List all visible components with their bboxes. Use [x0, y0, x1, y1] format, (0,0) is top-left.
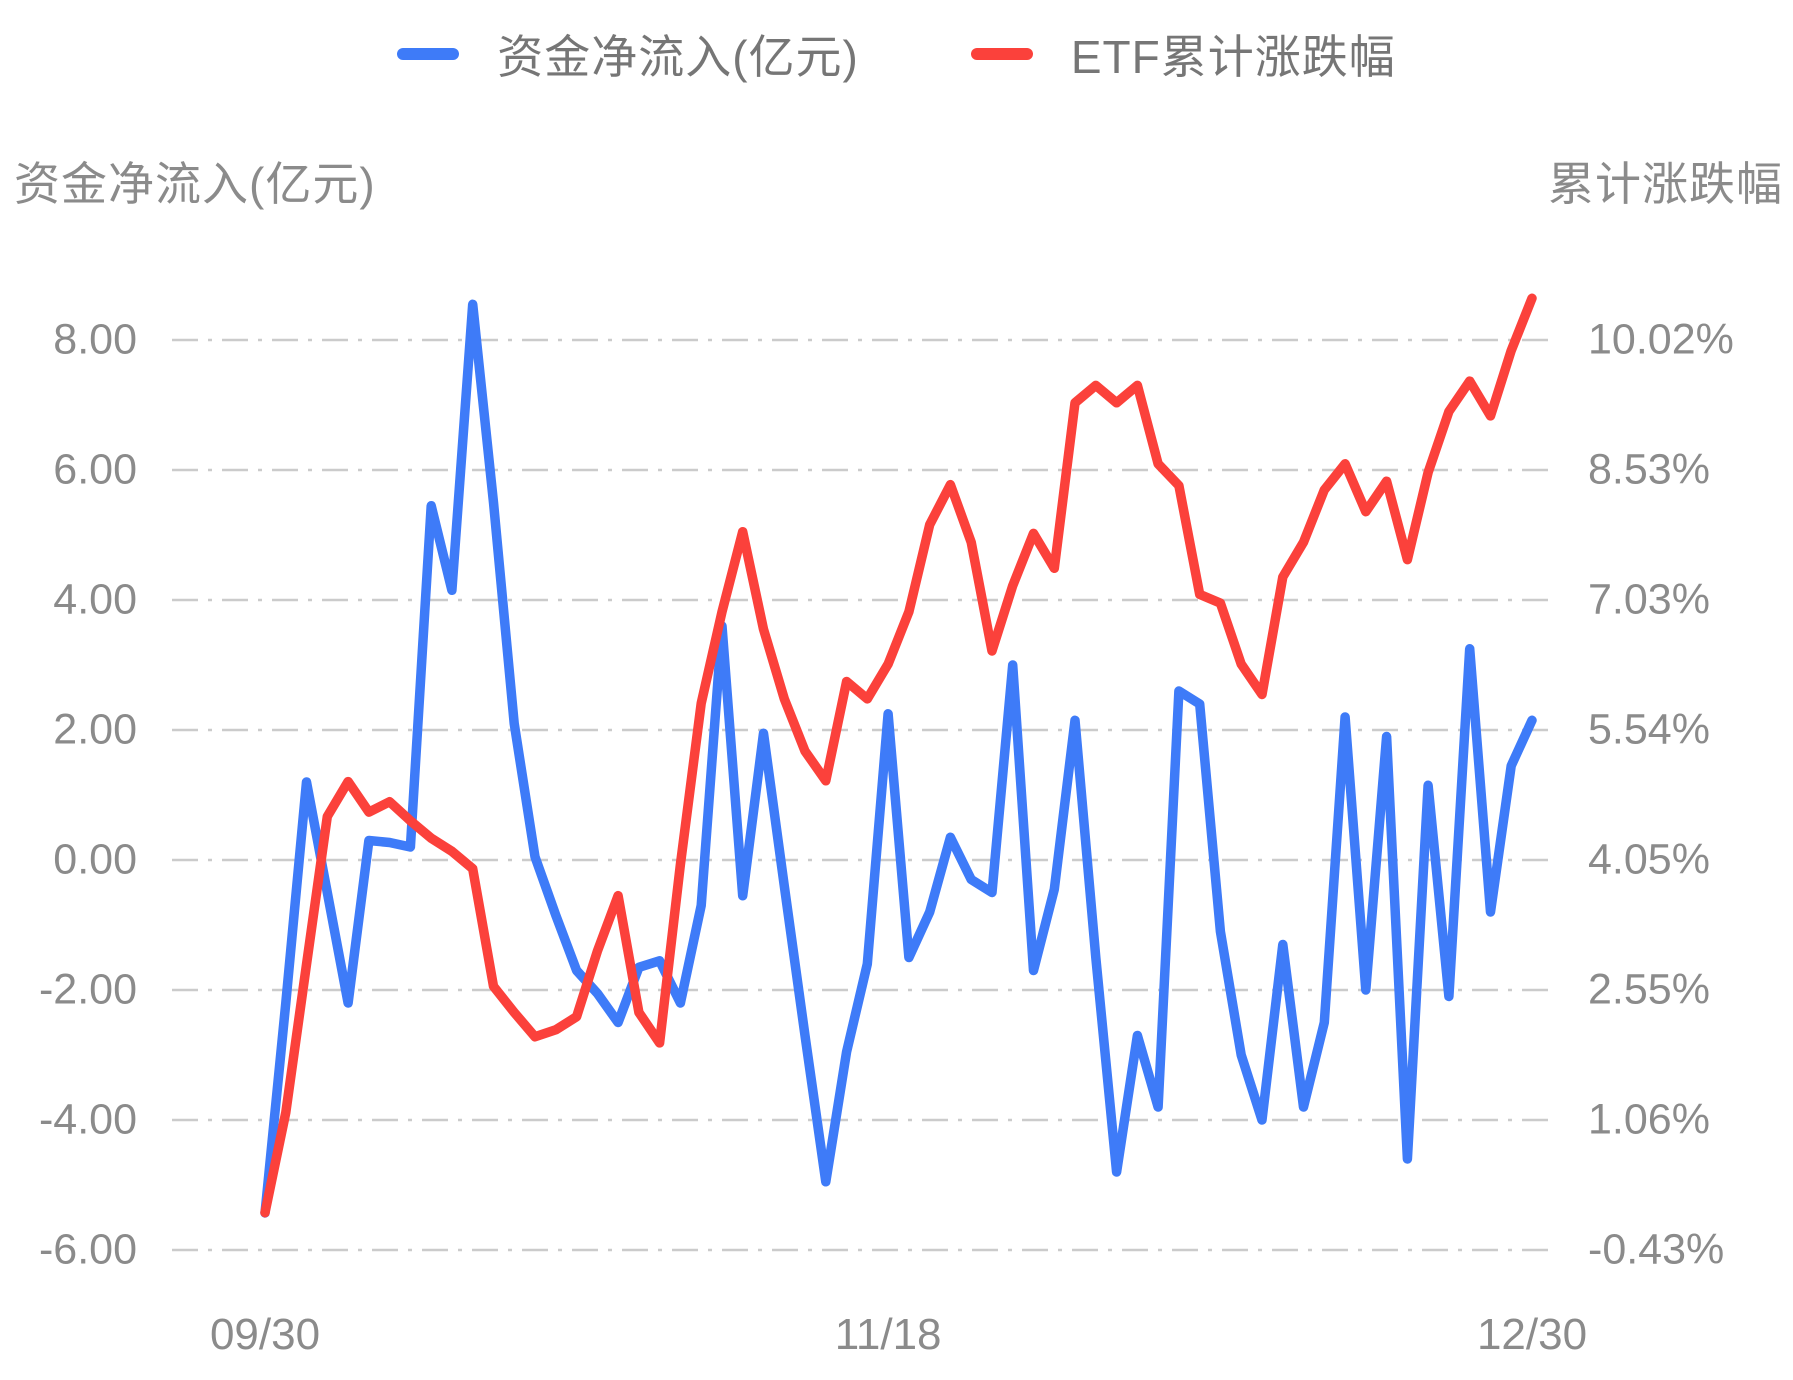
- series-line-etf-change: [260, 293, 1537, 1218]
- right-axis-tick: 10.02%: [1588, 315, 1734, 364]
- left-axis-tick: 2.00: [53, 705, 137, 754]
- left-axis-tick: 8.00: [53, 315, 137, 364]
- legend: 资金净流入(亿元) ETF累计涨跌幅: [0, 22, 1793, 86]
- legend-label-etf-change: ETF累计涨跌幅: [1070, 31, 1396, 83]
- right-axis-tick: -0.43%: [1588, 1225, 1725, 1274]
- right-axis-tick: 8.53%: [1588, 445, 1710, 494]
- left-axis-tick: 4.00: [53, 575, 137, 624]
- right-axis-title: 累计涨跌幅: [1548, 158, 1783, 210]
- legend-label-net-inflow: 资金净流入(亿元): [497, 31, 859, 83]
- legend-item-etf-change[interactable]: ETF累计涨跌幅: [970, 21, 1396, 87]
- x-axis-tick: 12/30: [1476, 1310, 1588, 1359]
- left-axis-tick: -2.00: [38, 965, 137, 1014]
- legend-item-net-inflow[interactable]: 资金净流入(亿元): [397, 21, 859, 87]
- right-axis-tick: 4.05%: [1588, 835, 1710, 884]
- left-axis-tick: 0.00: [53, 835, 137, 884]
- left-axis-tick: -4.00: [38, 1095, 137, 1144]
- line-swatch-blue-icon: [397, 48, 460, 60]
- right-axis-tick: 1.06%: [1588, 1095, 1710, 1144]
- series-line-net-inflow: [260, 299, 1537, 1218]
- left-axis-tick: -6.00: [38, 1225, 137, 1274]
- left-axis-title: 资金净流入(亿元): [14, 158, 376, 210]
- x-axis-tick: 09/30: [209, 1310, 321, 1359]
- right-axis-tick: 7.03%: [1588, 575, 1710, 624]
- right-axis-tick: 5.54%: [1588, 705, 1710, 754]
- line-swatch-red-icon: [970, 48, 1033, 60]
- x-axis-tick: 11/18: [834, 1310, 942, 1359]
- left-axis-tick: 6.00: [53, 445, 137, 494]
- right-axis-tick: 2.55%: [1588, 965, 1710, 1014]
